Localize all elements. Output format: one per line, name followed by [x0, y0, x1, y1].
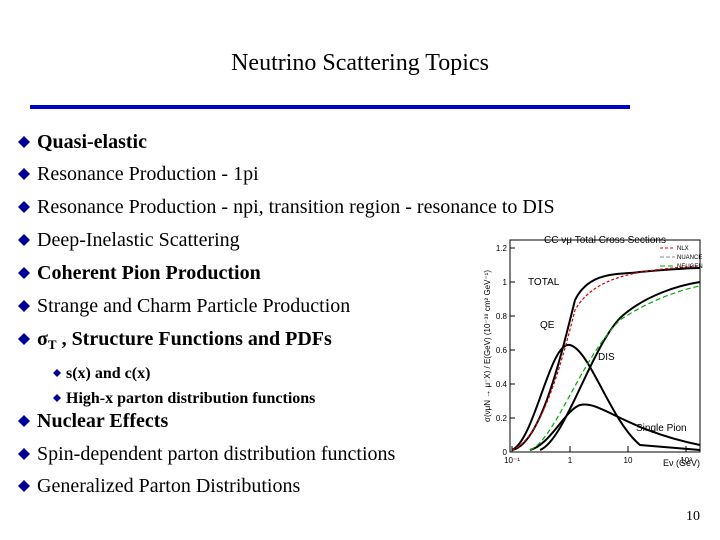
bullet-marker: [18, 234, 30, 246]
x-tick-label: 10²: [680, 456, 692, 465]
neugen-curve: [529, 285, 701, 451]
bullet-marker: [18, 415, 30, 427]
qe-curve: [511, 343, 701, 451]
x-tick-label: 10: [624, 456, 633, 465]
bullet-marker: [18, 480, 30, 492]
slide-title: Neutrino Scattering Topics: [231, 50, 489, 76]
legend-label: NLX: [677, 246, 689, 252]
y-tick-label: 0.8: [496, 312, 508, 321]
symbol: σ: [37, 328, 48, 350]
bullet-text: Strange and Charm Particle Production: [37, 295, 350, 317]
y-tick-label: 0.4: [496, 380, 508, 389]
page-number: 10: [686, 509, 700, 524]
bullet-text: Resonance Production - 1pi: [37, 163, 259, 185]
curve-label: QE: [540, 320, 555, 331]
legend-label: NUANCE: [677, 255, 702, 261]
x-tick-label: 1: [568, 456, 573, 465]
bullet-text: Coherent Pion Production: [37, 262, 261, 284]
bullet-marker: [53, 394, 61, 402]
plot-frame: [509, 239, 701, 453]
curve-label: Single Pion: [636, 423, 687, 434]
bullet-text: , Structure Functions and PDFs: [57, 328, 332, 350]
cross-section-figure: CC νμ Total Cross Sections σ(νμN → μ⁻X) /…: [483, 235, 703, 468]
bullet-marker: [18, 136, 30, 148]
y-axis-label: σ(νμN → μ⁻X) / E(GeV) (10⁻³⁸ cm² GeV⁻¹): [483, 270, 492, 422]
bullet-marker: [18, 168, 30, 180]
x-tick-label: 10⁻¹: [504, 456, 520, 465]
bullet-text: Quasi-elastic: [37, 131, 147, 153]
sub-bullet-text: s(x) and c(x): [66, 365, 150, 382]
nlx-curve: [511, 265, 701, 451]
title-rule: [30, 105, 630, 109]
bullet-marker: [18, 267, 30, 279]
y-tick-label: 0: [503, 448, 508, 457]
bullet-text: Nuclear Effects: [37, 410, 168, 432]
subscript: T: [48, 337, 57, 352]
bullet-marker: [18, 201, 30, 213]
legend-label: NEUGEN: [677, 264, 703, 270]
y-tick-label: 0.2: [496, 414, 508, 423]
y-tick-label: 1: [503, 278, 508, 287]
dis-curve: [539, 281, 701, 451]
bullet-text: Deep-Inelastic Scattering: [37, 229, 240, 251]
sub-bullet-text: High-x parton distribution functions: [66, 390, 315, 407]
curve-label: DIS: [598, 352, 615, 363]
bullet-marker: [18, 448, 30, 460]
single-pion-curve: [529, 403, 701, 451]
x-axis-label: Eν (GeV): [663, 458, 700, 468]
y-tick-label: 1.2: [496, 244, 508, 253]
bullet-text: Generalized Parton Distributions: [37, 475, 300, 497]
figure-title: CC νμ Total Cross Sections: [544, 235, 666, 246]
y-tick-label: 0.6: [496, 346, 508, 355]
curve-label: TOTAL: [528, 277, 560, 288]
bullet-text: Spin-dependent parton distribution funct…: [37, 443, 395, 465]
bullet-text: Resonance Production - npi, transition r…: [37, 196, 555, 218]
bullet-text: σT , Structure Functions and PDFs: [37, 328, 332, 352]
bullet-marker: [53, 369, 61, 377]
bullet-marker: [18, 333, 30, 345]
bullet-marker: [18, 300, 30, 312]
